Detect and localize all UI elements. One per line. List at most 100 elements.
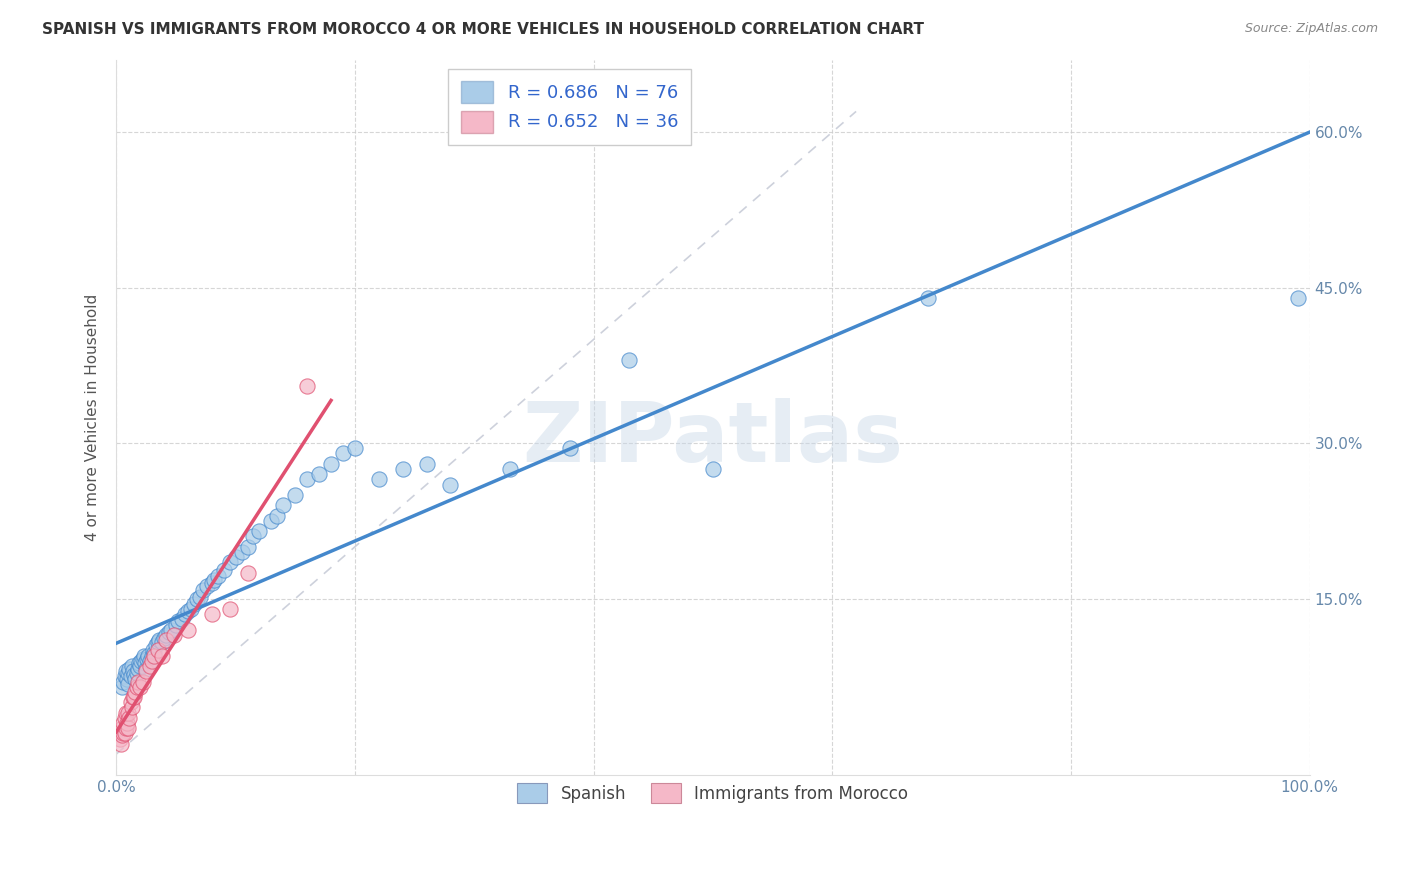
Point: [141, 654, 163, 668]
Point: [141, 648, 163, 663]
Point: [145, 638, 167, 652]
Point: [111, 680, 134, 694]
Point: [117, 721, 139, 735]
Point: [132, 648, 155, 663]
Point: [186, 591, 208, 606]
Point: [115, 716, 138, 731]
Point: [142, 643, 165, 657]
Point: [127, 674, 149, 689]
Point: [236, 566, 259, 580]
Text: SPANISH VS IMMIGRANTS FROM MOROCCO 4 OR MORE VEHICLES IN HOUSEHOLD CORRELATION C: SPANISH VS IMMIGRANTS FROM MOROCCO 4 OR …: [42, 22, 924, 37]
Point: [319, 457, 342, 471]
Point: [202, 573, 225, 587]
Text: ZIPatlas: ZIPatlas: [523, 398, 904, 479]
Point: [195, 579, 218, 593]
Point: [558, 442, 581, 456]
Point: [118, 662, 141, 676]
Point: [115, 673, 138, 687]
Point: [167, 615, 190, 629]
Point: [183, 597, 205, 611]
Point: [121, 700, 143, 714]
Point: [111, 728, 134, 742]
Point: [110, 737, 132, 751]
Point: [114, 726, 136, 740]
Point: [112, 726, 135, 740]
Point: [157, 624, 180, 639]
Point: [170, 612, 193, 626]
Point: [122, 690, 145, 704]
Point: [177, 604, 200, 618]
Point: [917, 291, 939, 305]
Point: [131, 651, 153, 665]
Point: [155, 633, 177, 648]
Point: [136, 651, 159, 665]
Point: [162, 628, 184, 642]
Point: [135, 662, 157, 676]
Point: [155, 628, 177, 642]
Point: [112, 674, 135, 689]
Point: [150, 648, 173, 663]
Point: [619, 353, 641, 368]
Point: [125, 680, 148, 694]
Point: [143, 648, 166, 663]
Point: [122, 664, 145, 678]
Point: [122, 668, 145, 682]
Point: [114, 664, 136, 678]
Point: [218, 555, 240, 569]
Legend: Spanish, Immigrants from Morocco: Spanish, Immigrants from Morocco: [503, 770, 922, 816]
Point: [111, 721, 134, 735]
Point: [284, 488, 307, 502]
Point: [150, 635, 173, 649]
Point: [120, 669, 142, 683]
Point: [367, 472, 389, 486]
Point: [218, 602, 240, 616]
Point: [242, 529, 264, 543]
Point: [114, 706, 136, 720]
Point: [439, 477, 461, 491]
Point: [273, 498, 295, 512]
Point: [135, 664, 157, 678]
Point: [117, 666, 139, 681]
Point: [193, 583, 215, 598]
Y-axis label: 4 or more Vehicles in Household: 4 or more Vehicles in Household: [86, 293, 100, 541]
Point: [131, 674, 153, 689]
Point: [160, 623, 183, 637]
Point: [236, 540, 259, 554]
Point: [260, 514, 283, 528]
Point: [112, 716, 135, 731]
Point: [138, 659, 160, 673]
Text: Source: ZipAtlas.com: Source: ZipAtlas.com: [1244, 22, 1378, 36]
Point: [118, 711, 141, 725]
Point: [120, 695, 142, 709]
Point: [231, 545, 253, 559]
Point: [177, 623, 200, 637]
Point: [108, 731, 131, 746]
Point: [153, 631, 176, 645]
Point: [127, 662, 149, 676]
Point: [124, 673, 146, 687]
Point: [146, 635, 169, 649]
Point: [129, 659, 152, 673]
Point: [332, 446, 354, 460]
Point: [114, 669, 136, 683]
Point: [391, 462, 413, 476]
Point: [148, 633, 170, 648]
Point: [499, 462, 522, 476]
Point: [295, 472, 318, 486]
Point: [146, 643, 169, 657]
Point: [128, 656, 150, 670]
Point: [1286, 291, 1309, 305]
Point: [266, 508, 288, 523]
Point: [188, 590, 211, 604]
Point: [121, 659, 143, 673]
Point: [165, 617, 187, 632]
Point: [415, 457, 437, 471]
Point: [201, 607, 224, 622]
Point: [295, 379, 318, 393]
Point: [174, 607, 197, 622]
Point: [117, 676, 139, 690]
Point: [131, 654, 153, 668]
Point: [122, 690, 145, 704]
Point: [225, 550, 247, 565]
Point: [201, 576, 224, 591]
